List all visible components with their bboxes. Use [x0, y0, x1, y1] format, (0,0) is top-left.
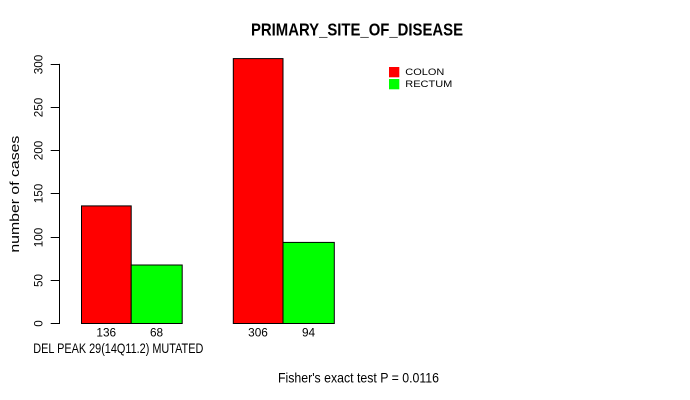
svg-text:200: 200: [33, 140, 46, 160]
svg-text:100: 100: [33, 227, 46, 247]
svg-text:68: 68: [150, 326, 164, 340]
svg-text:150: 150: [33, 183, 46, 203]
svg-text:94: 94: [302, 326, 316, 340]
svg-text:0: 0: [33, 320, 46, 327]
svg-text:306: 306: [248, 326, 268, 340]
svg-text:COLON: COLON: [405, 67, 444, 77]
svg-text:300: 300: [33, 54, 46, 74]
svg-text:PRIMARY_SITE_OF_DISEASE: PRIMARY_SITE_OF_DISEASE: [251, 20, 463, 40]
svg-text:number of cases: number of cases: [7, 135, 22, 252]
svg-text:RECTUM: RECTUM: [405, 79, 452, 89]
svg-text:Fisher's exact test P = 0.0116: Fisher's exact test P = 0.0116: [278, 370, 439, 385]
svg-text:136: 136: [96, 326, 116, 340]
svg-text:50: 50: [33, 274, 46, 288]
svg-text:250: 250: [33, 97, 46, 117]
svg-text:DEL PEAK 29(14Q11.2) MUTATED: DEL PEAK 29(14Q11.2) MUTATED: [33, 341, 203, 356]
